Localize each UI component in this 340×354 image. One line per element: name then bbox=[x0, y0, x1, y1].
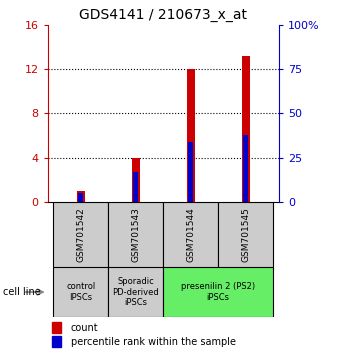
Text: GSM701543: GSM701543 bbox=[131, 207, 140, 262]
Bar bbox=[187, 69, 195, 202]
Bar bbox=[188, 142, 193, 202]
Text: cell line: cell line bbox=[3, 287, 41, 297]
Bar bbox=[108, 267, 163, 317]
Text: GSM701542: GSM701542 bbox=[76, 207, 85, 262]
Text: count: count bbox=[71, 322, 98, 332]
Bar bbox=[78, 193, 83, 202]
Bar bbox=[76, 191, 85, 202]
Bar bbox=[243, 135, 248, 202]
Bar bbox=[53, 202, 108, 267]
Bar bbox=[242, 56, 250, 202]
Bar bbox=[52, 322, 62, 333]
Bar bbox=[163, 267, 273, 317]
Text: Sporadic
PD-derived
iPSCs: Sporadic PD-derived iPSCs bbox=[112, 277, 159, 307]
Bar bbox=[108, 202, 163, 267]
Title: GDS4141 / 210673_x_at: GDS4141 / 210673_x_at bbox=[79, 8, 247, 22]
Text: GSM701544: GSM701544 bbox=[186, 207, 195, 262]
Text: presenilin 2 (PS2)
iPSCs: presenilin 2 (PS2) iPSCs bbox=[181, 282, 255, 302]
Bar bbox=[132, 158, 140, 202]
Bar bbox=[218, 202, 273, 267]
Bar bbox=[163, 202, 218, 267]
Text: GSM701545: GSM701545 bbox=[241, 207, 250, 262]
Text: control
IPSCs: control IPSCs bbox=[66, 282, 95, 302]
Bar bbox=[53, 267, 108, 317]
Bar bbox=[52, 336, 62, 347]
Text: percentile rank within the sample: percentile rank within the sample bbox=[71, 337, 236, 347]
Bar bbox=[133, 172, 138, 202]
